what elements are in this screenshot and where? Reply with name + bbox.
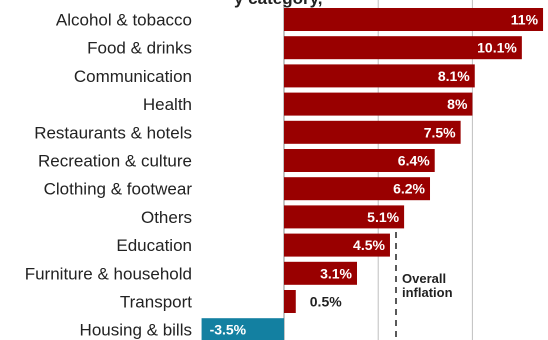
chart-title-fragment: y category, bbox=[234, 0, 323, 8]
bar-11 bbox=[201, 318, 284, 340]
category-label-6: Clothing & footwear bbox=[44, 180, 193, 199]
value-label-0: 11% bbox=[511, 12, 539, 28]
bar-9 bbox=[284, 261, 358, 285]
category-label-11: Housing & bills bbox=[80, 321, 192, 340]
category-label-7: Others bbox=[141, 208, 192, 227]
bar-5 bbox=[284, 149, 435, 172]
category-label-3: Health bbox=[143, 95, 192, 114]
bar-8 bbox=[284, 233, 390, 257]
value-label-3: 8% bbox=[447, 96, 468, 112]
overall-inflation-label-line2: inflation bbox=[402, 285, 453, 300]
bars bbox=[201, 8, 544, 340]
reference-line: Overall inflation bbox=[395, 232, 453, 340]
bar-7 bbox=[284, 205, 405, 229]
bar-10 bbox=[284, 290, 296, 313]
value-label-1: 10.1% bbox=[477, 40, 517, 56]
value-label-2: 8.1% bbox=[438, 68, 470, 84]
category-label-8: Education bbox=[116, 236, 192, 255]
bar-2 bbox=[284, 64, 475, 88]
category-label-10: Transport bbox=[120, 293, 192, 312]
value-label-4: 7.5% bbox=[424, 124, 456, 140]
category-label-2: Communication bbox=[74, 67, 192, 86]
bar-4 bbox=[284, 120, 461, 144]
value-label-6: 6.2% bbox=[393, 181, 425, 197]
value-label-8: 4.5% bbox=[353, 237, 385, 253]
bar-6 bbox=[284, 177, 431, 201]
value-label-10: 0.5% bbox=[310, 294, 342, 310]
bar-3 bbox=[284, 92, 473, 116]
value-label-7: 5.1% bbox=[367, 209, 399, 225]
value-label-5: 6.4% bbox=[398, 153, 430, 169]
overall-inflation-label-line1: Overall bbox=[402, 271, 446, 286]
bar-0 bbox=[284, 8, 544, 31]
bar-1 bbox=[284, 36, 522, 60]
value-label-9: 3.1% bbox=[320, 265, 352, 281]
category-label-1: Food & drinks bbox=[87, 39, 192, 58]
category-labels: Alcohol & tobacco Food & drinks Communicat… bbox=[25, 11, 193, 340]
category-label-5: Recreation & culture bbox=[38, 152, 192, 171]
value-labels: 11% 10.1% 8.1% 8% 7.5% 6.4% 6.2% 5.1% 4.5%3.1% 0.… bbox=[210, 12, 539, 338]
category-label-4: Restaurants & hotels bbox=[34, 123, 192, 142]
category-label-0: Alcohol & tobacco bbox=[56, 11, 192, 30]
value-label-11: -3.5% bbox=[210, 322, 247, 338]
category-label-9: Furniture & household bbox=[25, 264, 192, 283]
